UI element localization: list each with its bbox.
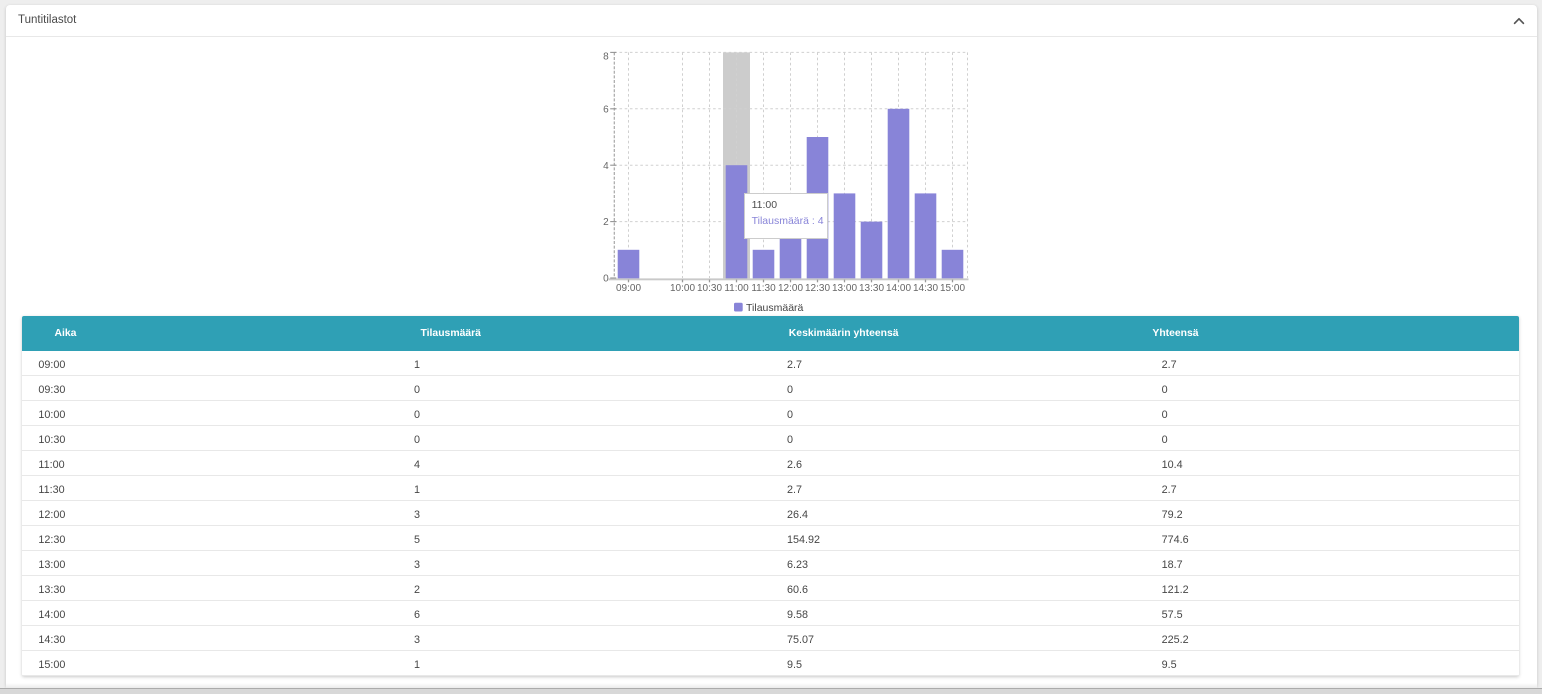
svg-text:8: 8	[603, 51, 609, 62]
svg-text:2: 2	[603, 217, 609, 228]
svg-text:14:00: 14:00	[886, 283, 911, 294]
svg-text:6: 6	[603, 104, 609, 115]
svg-text:0: 0	[603, 274, 609, 285]
svg-text:10:00: 10:00	[670, 283, 695, 294]
svg-text:12:30: 12:30	[805, 283, 830, 294]
svg-text:15:00: 15:00	[940, 283, 965, 294]
svg-text:11:00: 11:00	[724, 283, 749, 294]
svg-text:12:00: 12:00	[778, 283, 803, 294]
svg-text:13:30: 13:30	[859, 283, 884, 294]
svg-text:14:30: 14:30	[913, 283, 938, 294]
svg-text:10:30: 10:30	[697, 283, 722, 294]
svg-text:13:00: 13:00	[832, 283, 857, 294]
svg-text:11:30: 11:30	[751, 283, 776, 294]
svg-text:09:00: 09:00	[616, 283, 641, 294]
svg-text:Tilausmäärä: Tilausmäärä	[746, 302, 804, 314]
svg-text:4: 4	[603, 161, 609, 172]
